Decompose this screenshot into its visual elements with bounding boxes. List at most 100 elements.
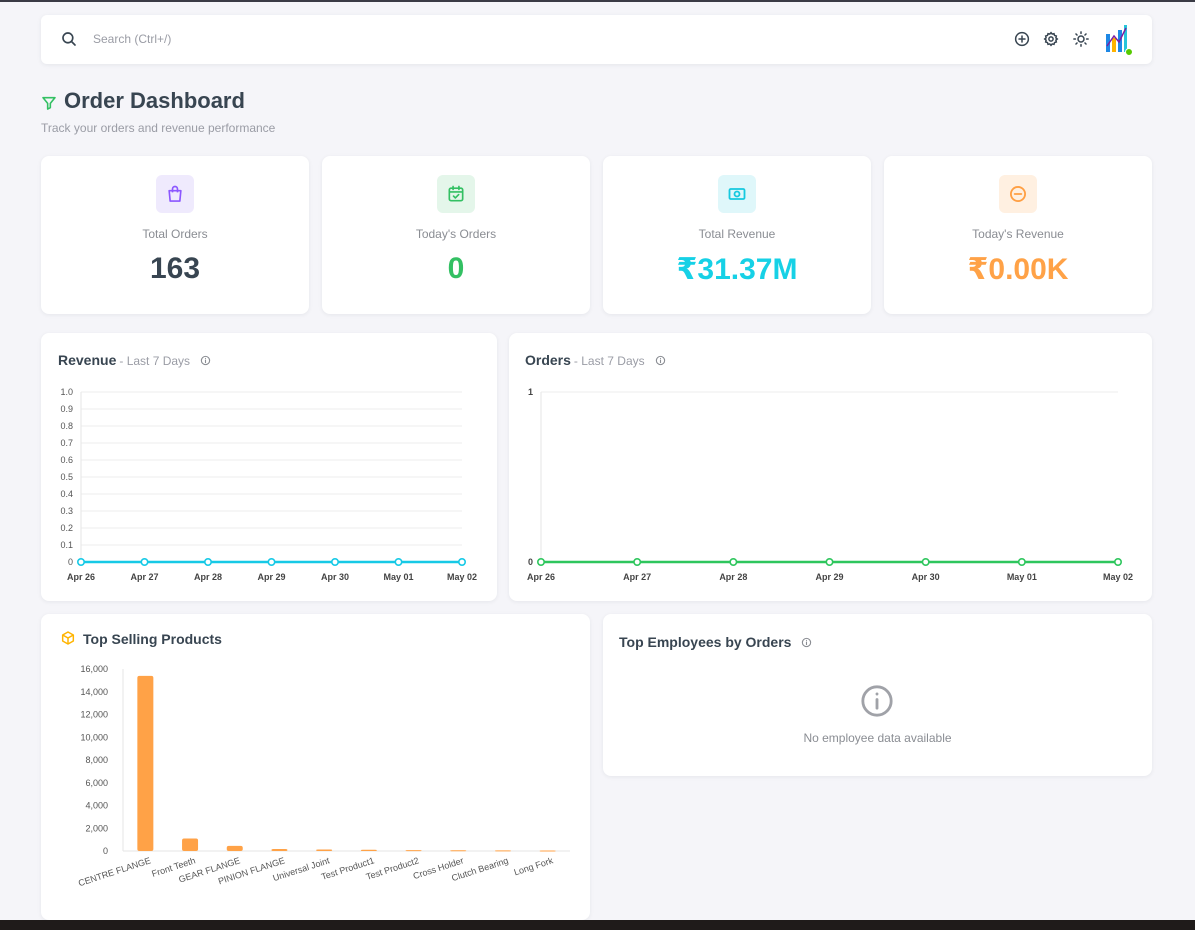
data-point[interactable] — [267, 558, 276, 567]
sun-icon[interactable] — [1072, 30, 1090, 48]
page-subtitle: Track your orders and revenue performanc… — [41, 121, 276, 135]
y-tick-label: 0.7 — [60, 438, 73, 448]
taskbar-strip — [0, 920, 1195, 930]
y-tick-label: 0.2 — [60, 523, 73, 533]
y-tick-label: 0 — [68, 557, 73, 567]
bar[interactable] — [539, 850, 556, 852]
revenue-chart-card: Revenue - Last 7 Days 0 0.1 0.2 0.3 0.4 0.5 0.6… — [41, 333, 497, 601]
top-selling-products-card: Top Selling Products 0 2,000 4,000 6,000 8,0… — [41, 614, 590, 920]
shopping-bag-icon — [168, 185, 182, 202]
orders-card-title: Orders - Last 7 Days — [525, 352, 666, 368]
stat-card-todays-orders: Today's Orders 0 — [322, 156, 590, 314]
bar[interactable] — [450, 850, 467, 852]
products-bar-chart: 0 2,000 4,000 6,000 8,000 10,000 12,000 14,000 1… — [77, 664, 570, 888]
data-point[interactable] — [140, 558, 149, 567]
stat-icon-wrap — [156, 175, 194, 213]
user-avatar[interactable] — [1105, 24, 1133, 56]
filter-icon — [42, 96, 56, 110]
top-employees-card: Top Employees by Orders No employee data… — [603, 614, 1152, 776]
x-tick-label: May 02 — [1103, 572, 1133, 582]
bar[interactable] — [316, 849, 333, 851]
y-tick-label: 6,000 — [85, 778, 108, 788]
info-icon[interactable] — [801, 637, 812, 648]
bar[interactable] — [494, 850, 511, 852]
bar[interactable] — [271, 848, 288, 851]
y-tick-label: 8,000 — [85, 755, 108, 765]
x-tick-label: CENTRE FLANGE — [77, 855, 152, 888]
data-point[interactable] — [921, 558, 930, 567]
data-point[interactable] — [729, 558, 738, 567]
stat-card-todays-revenue: Today's Revenue ₹0.00K — [884, 156, 1152, 314]
app-logo-icon — [1106, 25, 1127, 52]
x-tick-label: May 01 — [1007, 572, 1037, 582]
orders-subtitle-text: - Last 7 Days — [573, 354, 645, 368]
data-point[interactable] — [204, 558, 213, 567]
x-tick-label: Apr 27 — [130, 572, 158, 582]
bar[interactable] — [226, 845, 243, 851]
info-circle-icon — [861, 685, 893, 717]
bar[interactable] — [182, 838, 199, 851]
search-input[interactable] — [93, 27, 493, 51]
bar[interactable] — [405, 850, 422, 852]
products-card-title: Top Selling Products — [83, 631, 222, 647]
revenue-line-chart: 0 0.1 0.2 0.3 0.4 0.5 0.6 0.7 0.8 0.9 1.0 Apr 26 Apr… — [60, 387, 477, 582]
y-tick-label: 14,000 — [80, 687, 108, 697]
y-tick-label: 16,000 — [80, 664, 108, 674]
orders-line-chart: 0 1 Apr 26 Apr 27 Apr 28 Apr 29 Apr 30 May 01 Ma… — [527, 387, 1133, 582]
data-point[interactable] — [330, 558, 339, 567]
stat-icon-wrap — [437, 175, 475, 213]
revenue-title-text: Revenue — [58, 352, 117, 368]
top-navbar — [41, 15, 1152, 64]
stat-icon-wrap — [718, 175, 756, 213]
stat-label: Total Orders — [142, 227, 208, 241]
x-tick-label: Apr 28 — [194, 572, 222, 582]
x-tick-label: Apr 27 — [623, 572, 651, 582]
orders-chart-card: Orders - Last 7 Days 0 1 Apr 26 Apr 27 Apr 28… — [509, 333, 1152, 601]
y-tick-label: 10,000 — [80, 732, 108, 742]
stat-value: 0 — [447, 252, 465, 285]
stat-value: ₹31.37M — [676, 253, 798, 286]
revenue-card-title: Revenue - Last 7 Days — [58, 352, 211, 368]
info-icon[interactable] — [655, 355, 666, 366]
page-title: Order Dashboard — [64, 88, 245, 113]
data-point[interactable] — [1113, 558, 1122, 567]
minus-circle-icon — [1010, 186, 1026, 202]
bar[interactable] — [137, 675, 154, 851]
employees-card-title: Top Employees by Orders — [619, 634, 812, 650]
x-tick-label: Apr 29 — [815, 572, 843, 582]
gear-icon[interactable] — [1042, 30, 1060, 48]
y-tick-label: 1 — [528, 387, 533, 397]
x-tick-label: Apr 28 — [719, 572, 747, 582]
calendar-check-icon — [448, 185, 464, 202]
stat-label: Today's Revenue — [972, 227, 1064, 241]
bar[interactable] — [360, 849, 377, 851]
y-tick-label: 0 — [103, 846, 108, 856]
x-tick-label: Apr 30 — [912, 572, 940, 582]
info-icon[interactable] — [200, 355, 211, 366]
stat-icon-wrap — [999, 175, 1037, 213]
y-tick-label: 12,000 — [80, 710, 108, 720]
empty-state-message: No employee data available — [803, 731, 952, 745]
data-point[interactable] — [1017, 558, 1026, 567]
search-icon[interactable] — [60, 30, 78, 48]
y-tick-label: 0.5 — [60, 472, 73, 482]
y-tick-label: 0 — [528, 557, 533, 567]
revenue-subtitle-text: - Last 7 Days — [119, 354, 191, 368]
stat-card-total-revenue: Total Revenue ₹31.37M — [603, 156, 871, 314]
data-point[interactable] — [76, 558, 85, 567]
y-tick-label: 0.9 — [60, 404, 73, 414]
data-point[interactable] — [633, 558, 642, 567]
data-point[interactable] — [825, 558, 834, 567]
package-icon — [61, 631, 75, 645]
x-tick-label: Apr 30 — [321, 572, 349, 582]
add-circle-icon[interactable] — [1013, 30, 1031, 48]
stat-label: Today's Orders — [415, 227, 497, 241]
data-point[interactable] — [536, 558, 545, 567]
employees-title-text: Top Employees by Orders — [619, 634, 792, 650]
stat-label: Total Revenue — [698, 227, 776, 241]
data-point[interactable] — [394, 558, 403, 567]
x-tick-label: Apr 29 — [257, 572, 285, 582]
data-point[interactable] — [457, 558, 466, 567]
y-tick-label: 0.3 — [60, 506, 73, 516]
y-tick-label: 1.0 — [60, 387, 73, 397]
